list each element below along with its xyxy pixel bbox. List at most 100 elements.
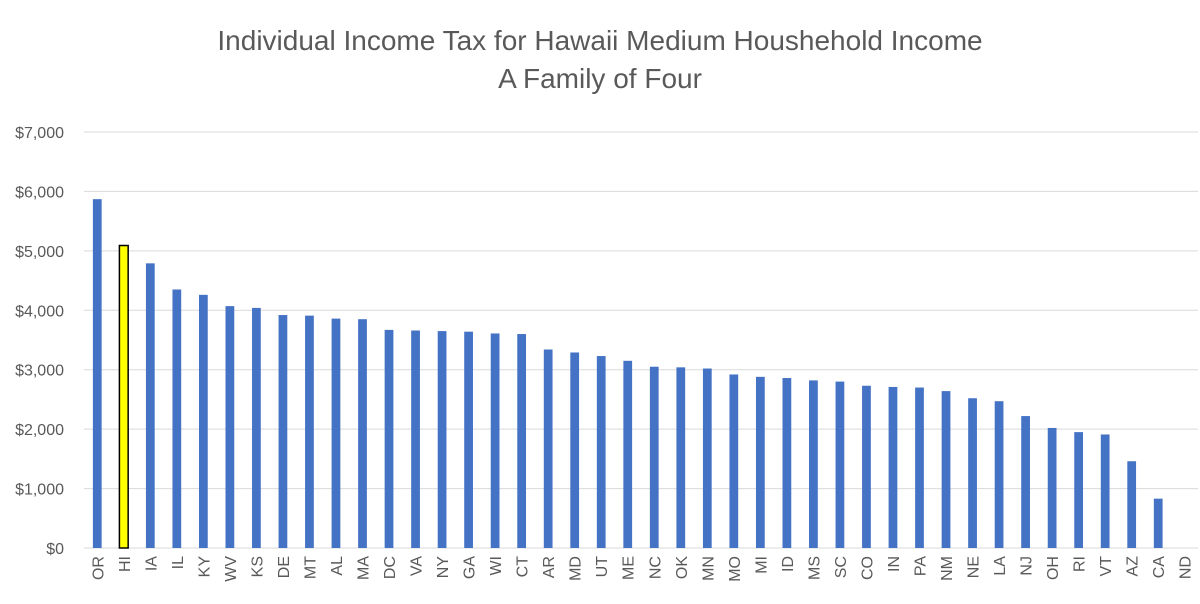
bar [172,289,182,548]
bar [676,367,686,548]
x-tick-label: OR [90,556,107,580]
bar [968,398,977,548]
x-tick-label: VA [409,556,426,576]
bar [888,386,898,548]
x-tick-label: SC [833,556,850,578]
bar [358,319,367,548]
bar [305,315,314,548]
x-tick-label: MT [302,556,319,579]
bar [835,381,845,548]
gridlines [84,131,1198,549]
x-tick-label: AZ [1125,556,1142,577]
x-tick-label: UT [594,556,611,578]
x-tick-label: KY [196,556,213,578]
y-tick-label: $6,000 [15,184,64,201]
y-axis-tick-labels: $0 $1,000 $2,000 $3,000 $4,000 $5,000 $6,000 $7… [15,125,64,558]
bar [145,263,155,548]
bar [755,376,765,548]
bar [623,360,633,548]
x-tick-label: AL [329,556,346,576]
bar [1047,427,1057,548]
bar [225,306,235,548]
bar [1021,416,1030,548]
x-tick-label: MO [727,556,744,582]
y-tick-label: $3,000 [15,363,64,380]
x-tick-label: NJ [1019,556,1036,576]
x-tick-label: NC [647,556,664,579]
chart-title: Individual Income Tax for Hawaii Medium … [0,22,1200,98]
y-tick-label: $2,000 [15,422,64,439]
x-tick-label: CA [1151,556,1168,579]
x-tick-label: MI [753,556,770,574]
x-tick-label: RI [1072,556,1089,572]
chart-title-line-2: A Family of Four [498,63,702,94]
x-tick-label: HI [117,556,134,572]
x-tick-label: MA [356,556,373,580]
bar [490,333,500,548]
x-axis-tick-labels: OR HI IA IL KY WV KS DE MT AL MA DC VA NY GA WI CT AR MD UT… [90,556,1194,582]
bar [517,334,527,548]
x-tick-label: DC [382,556,399,579]
x-tick-label: ME [621,556,638,580]
bar [702,368,712,548]
x-tick-label: NE [966,556,983,578]
x-tick-label: VT [1098,556,1115,577]
x-tick-label: IL [170,556,187,569]
bar-highlighted [118,244,129,549]
bar [782,378,792,548]
x-tick-label: AR [541,556,558,578]
x-tick-label: MN [700,556,717,581]
bar [198,294,208,548]
bar [92,199,102,548]
bar [994,401,1004,548]
bar [278,315,288,548]
x-tick-label: MD [568,556,585,581]
bar [729,374,739,548]
y-tick-label: $4,000 [15,303,64,320]
bar [437,331,447,548]
bar [596,356,606,548]
y-tick-label: $5,000 [15,244,64,261]
bar [862,385,871,548]
bars [92,199,1163,549]
x-tick-label: ID [780,556,797,572]
bar [384,329,394,548]
x-tick-label: NY [435,556,452,579]
y-tick-label: $7,000 [15,125,64,142]
x-tick-label: OK [674,556,691,579]
x-tick-label: NM [939,556,956,581]
bar [1153,498,1163,548]
bar [411,330,420,548]
x-tick-label: PA [913,556,930,576]
bar [570,352,580,548]
x-tick-label: CT [515,556,532,578]
x-tick-label: CO [859,556,876,580]
y-tick-label: $0 [46,541,64,558]
x-tick-label: IN [886,556,903,572]
x-tick-label: GA [462,556,479,579]
x-tick-label: LA [992,556,1009,576]
bar [252,307,261,548]
bar [543,349,553,548]
x-tick-label: OH [1045,556,1062,580]
x-tick-label: ND [1178,556,1195,579]
bar [464,331,473,548]
x-tick-label: MS [806,556,823,580]
bar [941,391,951,548]
bar [915,387,924,548]
bar [1100,434,1110,548]
bar [331,318,341,548]
x-tick-label: WV [223,556,240,582]
y-tick-label: $1,000 [15,482,64,499]
chart-title-line-1: Individual Income Tax for Hawaii Medium … [217,25,983,56]
bar [649,366,659,548]
x-tick-label: WI [488,556,505,576]
x-tick-label: KS [249,556,266,577]
bar [1074,432,1084,548]
bar [1127,461,1137,548]
x-tick-label: IA [143,556,160,571]
bar [809,380,818,548]
x-tick-label: DE [276,556,293,578]
